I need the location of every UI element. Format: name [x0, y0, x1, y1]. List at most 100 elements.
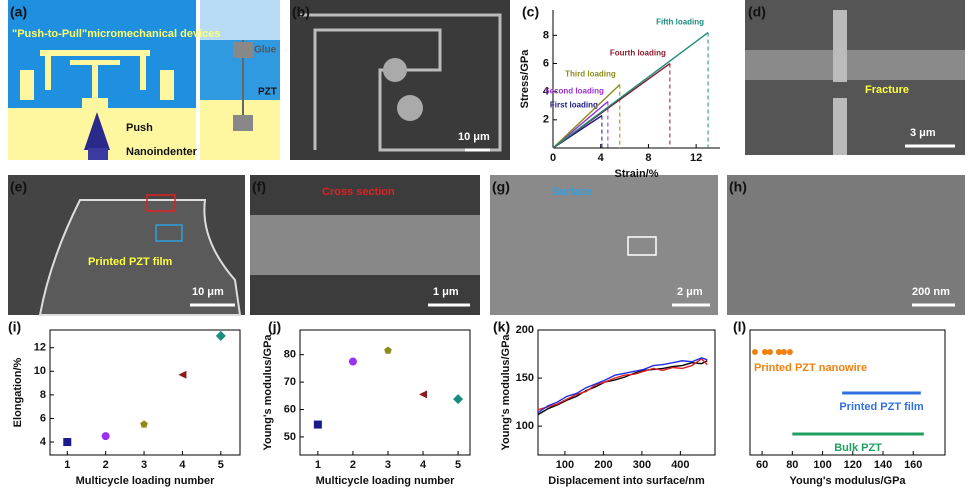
panel-f: (f) Cross section 1 μm: [250, 175, 480, 315]
wire: [833, 98, 847, 155]
series-line: [537, 357, 708, 414]
item-label: Printed PZT nanowire: [754, 362, 867, 374]
y-tick-label: 8: [40, 389, 46, 401]
scale-text: 10 μm: [192, 286, 224, 298]
wire: [833, 10, 847, 82]
caption: Nanoindenter: [126, 146, 198, 158]
caption: Surface: [552, 186, 592, 198]
x-tick-label: 100: [813, 459, 831, 471]
item-label: Bulk PZT: [834, 442, 882, 454]
panel-d: (d) Fracture 3 μm: [745, 0, 965, 155]
plot-frame: [537, 329, 716, 456]
y-tick-label: 6: [543, 57, 549, 69]
y-axis-label: Young's modulus/GPa: [500, 334, 512, 451]
region: [155, 224, 183, 242]
point: [766, 349, 773, 355]
y-tick-label: 12: [34, 342, 46, 354]
series-line: [537, 360, 708, 416]
x-axis-label: Young's modulus/GPa: [789, 475, 906, 487]
caption: Cross section: [322, 186, 395, 198]
plot-frame: [49, 329, 241, 456]
panel-label: (d): [748, 4, 766, 20]
x-axis-label: Displacement into surface/nm: [548, 475, 705, 487]
x-axis-label: Multicycle loading number: [76, 475, 215, 487]
plot-frame: [299, 329, 471, 456]
marker: [140, 420, 148, 428]
y-tick-label: 10: [34, 365, 46, 377]
panel-a: (a) "Push-to-Pull"micromechanical device…: [8, 0, 280, 160]
y-axis-label: Stress/GPa: [519, 49, 531, 109]
series-line: [552, 84, 621, 149]
panel-label: (e): [10, 179, 27, 195]
item-label: Printed PZT film: [839, 401, 924, 413]
marker: [63, 438, 72, 447]
caption: Glue: [254, 45, 277, 56]
y-tick-label: 200: [516, 324, 534, 336]
series-line: [537, 357, 708, 411]
x-tick-label: 12: [690, 152, 702, 164]
marker: [313, 420, 322, 429]
marker: [453, 394, 464, 405]
scale-text: 3 μm: [910, 127, 936, 139]
x-tick-label: 4: [420, 459, 427, 471]
region: [146, 194, 176, 212]
point: [751, 349, 758, 355]
caption: Fracture: [865, 84, 909, 96]
x-tick-label: 4: [179, 459, 186, 471]
x-tick-label: 5: [455, 459, 461, 471]
x-tick-label: 5: [218, 459, 224, 471]
x-tick-label: 120: [844, 459, 862, 471]
caption: PZT: [258, 87, 277, 98]
caption: "Push-to-Pull"micromechanical devices: [12, 28, 221, 40]
x-tick-label: 2: [350, 459, 356, 471]
panel-label: (h): [729, 179, 747, 195]
x-tick-label: 8: [645, 152, 651, 164]
panel-e: (e) Printed PZT film 10 μm: [8, 175, 245, 316]
panel-h: (h) 200 nm: [727, 175, 965, 315]
x-tick-label: 100: [556, 459, 574, 471]
x-tick-label: 4: [598, 152, 605, 164]
y-tick-label: 70: [284, 376, 296, 388]
y-tick-label: 6: [40, 412, 46, 424]
micrograph: [727, 175, 965, 315]
x-tick-label: 200: [594, 459, 612, 471]
glue: [233, 115, 253, 131]
panel-label: (g): [492, 179, 510, 195]
film: [38, 199, 242, 316]
panel-label: (c): [522, 4, 539, 20]
device: [20, 50, 174, 108]
series-label: Fifth loading: [656, 18, 704, 27]
marker: [215, 330, 226, 341]
series-label: Third loading: [565, 70, 616, 79]
x-tick-label: 0: [550, 152, 556, 164]
y-tick-label: 2: [543, 114, 549, 126]
marker: [178, 370, 187, 379]
x-tick-label: 300: [633, 459, 651, 471]
panel-label: (a): [10, 4, 27, 20]
panel-label: (i): [8, 319, 21, 335]
x-tick-label: 1: [315, 459, 321, 471]
glue: [233, 42, 253, 58]
point: [761, 349, 768, 355]
marker: [384, 346, 392, 354]
x-tick-label: 2: [103, 459, 109, 471]
x-axis-label: Strain/%: [614, 168, 658, 180]
particle: [383, 58, 407, 82]
panel-label: (k): [493, 319, 510, 335]
panel-label: (l): [733, 319, 746, 335]
plot-frame: [749, 329, 946, 456]
scale-text: 2 μm: [677, 286, 703, 298]
marker: [101, 432, 110, 441]
marker: [419, 390, 428, 399]
x-tick-label: 1: [64, 459, 70, 471]
y-tick-label: 80: [284, 349, 296, 361]
x-tick-label: 80: [786, 459, 798, 471]
x-tick-label: 3: [385, 459, 391, 471]
x-tick-label: 140: [874, 459, 892, 471]
point: [786, 349, 793, 355]
panel-label: (j): [268, 319, 281, 335]
x-tick-label: 160: [904, 459, 922, 471]
y-tick-label: 8: [543, 29, 549, 41]
y-tick-label: 4: [543, 86, 550, 98]
x-tick-label: 400: [671, 459, 689, 471]
